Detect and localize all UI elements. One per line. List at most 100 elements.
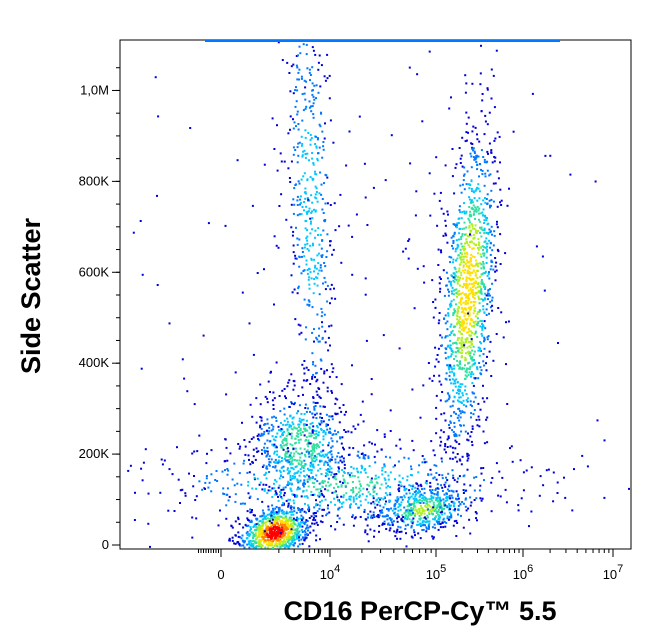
event-point [323,219,326,222]
event-point [462,264,465,267]
event-point [312,361,315,363]
event-point [475,229,477,232]
event-point [273,397,276,400]
event-point [425,500,428,502]
event-point [477,322,480,325]
event-point [304,463,307,466]
event-point [335,473,338,475]
event-point [310,432,313,435]
event-point [441,509,443,512]
event-point [322,405,325,408]
event-point [491,296,494,299]
event-point [287,450,290,453]
event-point [389,493,392,496]
event-point [292,493,295,496]
event-point [451,292,454,295]
event-point [389,409,392,412]
event-point [457,385,460,388]
event-point [440,484,442,487]
event-point [457,310,460,313]
event-point [456,381,459,384]
event-point [454,447,457,450]
event-point [407,500,410,503]
event-point [345,492,348,495]
event-point [252,537,255,539]
event-point [314,364,317,367]
event-point [486,274,489,277]
event-point [295,226,297,229]
event-point [396,513,399,516]
event-point [477,282,480,284]
event-point [484,246,487,249]
event-point [469,346,472,349]
event-point [407,257,410,260]
event-point [280,529,283,532]
event-point [288,542,291,545]
event-point [234,520,237,523]
event-point [465,296,467,299]
event-point [467,328,470,331]
event-point [476,230,479,232]
event-point [397,460,400,463]
event-point [313,506,316,509]
event-point [496,226,499,229]
event-point [444,400,447,403]
event-point [321,130,324,133]
event-point [486,355,488,358]
event-point [281,433,284,436]
event-point [306,478,309,481]
event-point [481,497,484,500]
event-point [327,336,330,339]
event-point [379,509,382,512]
event-point [316,445,319,447]
event-point [485,219,488,222]
event-point [330,415,333,418]
event-point [298,459,301,462]
event-point [252,540,255,542]
event-point [272,444,275,447]
event-point [259,403,262,406]
event-point [237,516,240,519]
event-point [306,210,309,213]
event-point [477,346,480,349]
event-point [290,427,293,430]
event-point [292,251,295,254]
event-point [466,302,469,305]
event-point [308,427,311,430]
event-point [311,377,314,380]
event-point [367,491,370,494]
event-point [469,274,472,277]
event-point [453,232,456,235]
event-point [462,502,465,505]
event-point [448,484,451,487]
event-point [480,342,483,345]
event-point [243,541,246,544]
event-point [273,487,276,490]
event-point [320,256,323,258]
event-point [410,514,413,517]
event-point [446,499,449,502]
event-point [478,243,480,246]
event-point [233,484,236,487]
event-point [257,437,260,440]
event-point [394,514,397,517]
event-point [239,445,242,448]
event-point [603,439,606,442]
event-point [596,419,599,422]
event-point [328,431,330,434]
event-point [167,509,170,512]
event-point [472,300,475,303]
event-point [413,505,416,508]
event-point [460,154,463,157]
event-point [401,498,404,501]
event-point [455,259,457,262]
event-point [310,469,313,472]
event-point [463,346,466,349]
y-tick-label: 0 [102,537,109,552]
event-point [459,184,462,187]
event-point [466,455,469,458]
event-point [442,234,445,237]
event-point [443,520,446,523]
event-point [292,244,295,247]
event-point [452,477,455,479]
